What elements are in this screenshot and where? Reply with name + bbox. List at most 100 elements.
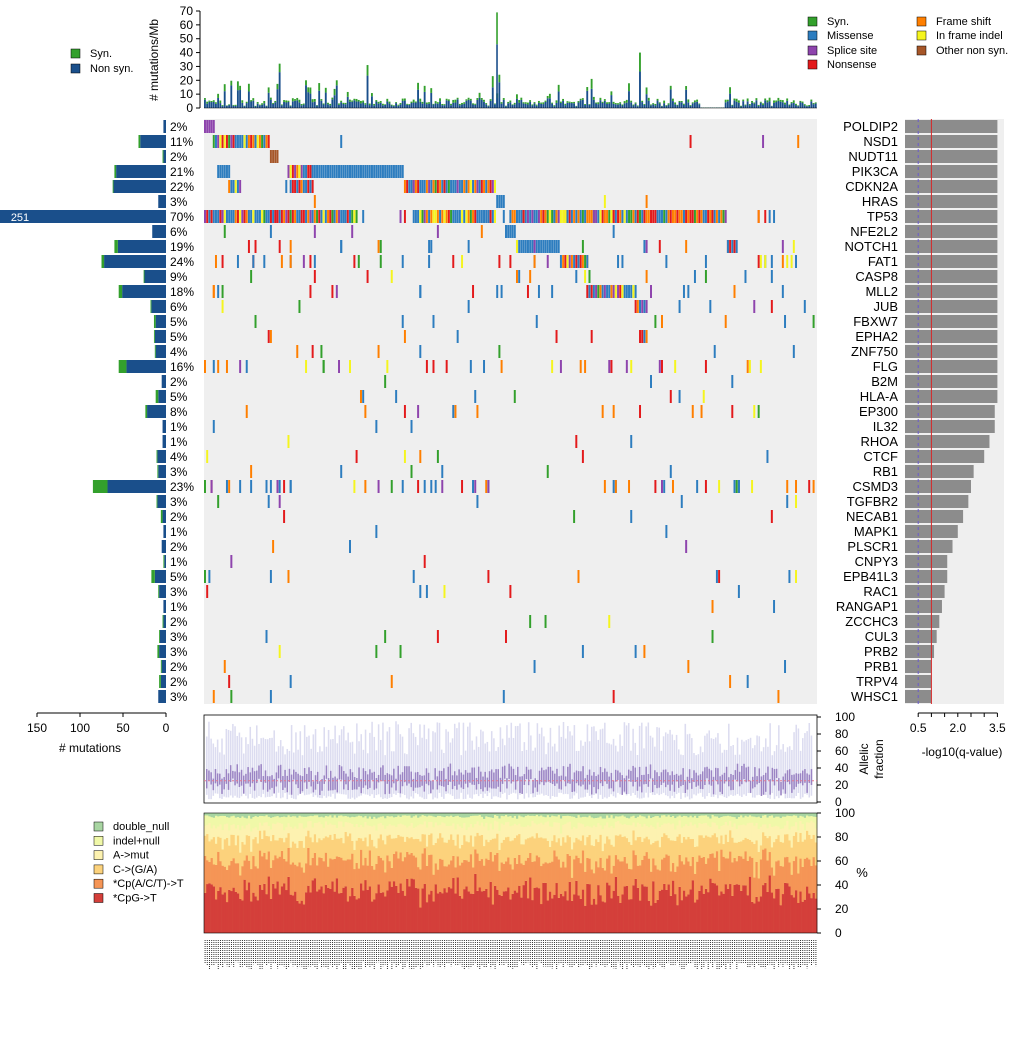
spectrum-bar-segment [534, 838, 536, 861]
allelic-iqr-bar [460, 773, 462, 788]
spectrum-bar-segment [723, 844, 725, 857]
spectrum-bar-segment [549, 813, 551, 817]
tmb-bar-syn [690, 105, 692, 106]
gene-count-bar-nonsyn [155, 570, 166, 583]
spectrum-bar-segment [492, 904, 494, 933]
spectrum-bar-segment [430, 813, 432, 816]
spectrum-bar-segment [241, 866, 243, 900]
mutation-cell [367, 270, 369, 283]
mutation-cell [213, 690, 215, 703]
mutation-cell [470, 360, 472, 373]
spectrum-bar-segment [567, 900, 569, 933]
gene-count-bar-nonsyn [156, 345, 166, 358]
spectrum-bar-segment [331, 825, 333, 840]
spectrum-bar-segment [747, 813, 749, 817]
tmb-bar-nonsyn [325, 93, 327, 108]
spectrum-bar-segment [338, 893, 340, 933]
allelic-iqr-bar [617, 771, 619, 781]
spectrum-bar-segment [685, 896, 687, 933]
tmb-bar-nonsyn [411, 103, 413, 108]
spectrum-bar-segment [593, 846, 595, 873]
tmb-bar-nonsyn [512, 105, 514, 108]
tmb-bar-syn [270, 98, 272, 100]
mutation-cell [211, 210, 213, 223]
spectrum-bar-segment [411, 818, 413, 823]
spectrum-bar-segment [498, 818, 500, 830]
spectrum-bar-segment [443, 813, 445, 817]
spectrum-bar-segment [643, 817, 645, 824]
tmb-legend-nonsyn-swatch [71, 64, 80, 73]
spectrum-bar-segment [758, 829, 760, 852]
mutation-cell [263, 255, 265, 268]
allelic-range-bar [715, 737, 717, 794]
spectrum-legend-label: double_null [113, 821, 169, 833]
mutation-cell [674, 210, 676, 223]
spectrum-bar-segment [479, 887, 481, 933]
spectrum-bar-segment [608, 885, 610, 933]
mutation-cell [367, 165, 369, 178]
spectrum-bar-segment [621, 837, 623, 861]
allelic-iqr-bar [210, 772, 212, 784]
mutation-cell [452, 180, 454, 193]
tmb-bar-syn [799, 101, 801, 102]
spectrum-bar-segment [217, 813, 219, 816]
spectrum-bar-segment [400, 824, 402, 837]
tmb-bar-syn [727, 100, 729, 101]
mutation-cell [626, 285, 628, 298]
spectrum-bar-segment [283, 842, 285, 859]
tmb-bar-syn [408, 104, 410, 105]
tmb-bar-nonsyn [452, 103, 454, 108]
mutation-cell [476, 210, 478, 223]
gene-percent-label: 70% [170, 210, 194, 224]
gene-count-bar-syn [157, 495, 158, 508]
spectrum-bar-segment [459, 826, 461, 848]
allelic-range-bar [408, 728, 410, 799]
qvalue-bar [905, 180, 997, 193]
mutation-cell [294, 210, 296, 223]
tmb-bar-syn [391, 105, 393, 106]
allelic-iqr-bar [724, 773, 726, 784]
allelic-iqr-bar [628, 770, 630, 779]
mutation-cell [213, 360, 215, 373]
spectrum-bar-segment [810, 866, 812, 898]
spectrum-bar-segment [755, 897, 757, 933]
mutation-cell [571, 210, 573, 223]
spectrum-bar-segment [406, 816, 408, 828]
allelic-range-bar [671, 735, 673, 796]
tmb-bar-syn [683, 104, 685, 105]
mutation-cell [485, 480, 487, 493]
spectrum-bar-segment [599, 858, 601, 895]
allelic-iqr-bar [328, 778, 330, 791]
spectrum-bar-segment [296, 813, 298, 818]
spectrum-bar-segment [277, 840, 279, 858]
spectrum-bar-segment [573, 813, 575, 817]
spectrum-bar-segment [615, 877, 617, 933]
tmb-bar-syn [650, 104, 652, 105]
gene-name-label: PRB2 [864, 644, 898, 659]
spectrum-bar-segment [479, 861, 481, 888]
qvalue-bar [905, 450, 984, 463]
spectrum-bar-segment [261, 826, 263, 839]
spectrum-bar-segment [758, 817, 760, 829]
spectrum-bar-segment [274, 817, 276, 825]
spectrum-bar-segment [327, 837, 329, 866]
mutation-cell [428, 255, 430, 268]
tmb-bar-syn [626, 100, 628, 103]
tmb-bar-nonsyn [208, 102, 210, 108]
spectrum-bar-segment [452, 856, 454, 878]
mutation-cell [498, 195, 500, 208]
tmb-bar-nonsyn [527, 104, 529, 108]
spectrum-bar-segment [327, 867, 329, 888]
spectrum-y-tick-label: 100 [835, 806, 855, 820]
allelic-iqr-bar [726, 767, 728, 782]
spectrum-bar-segment [782, 828, 784, 842]
mutation-cell [567, 255, 569, 268]
spectrum-bar-segment [804, 830, 806, 840]
mutation-cell [452, 210, 454, 223]
spectrum-bar-segment [485, 823, 487, 840]
allelic-iqr-bar [604, 768, 606, 780]
spectrum-bar-segment [204, 856, 206, 893]
mutation-cell [402, 315, 404, 328]
tmb-bar-syn [525, 102, 527, 104]
spectrum-bar-segment [481, 891, 483, 933]
